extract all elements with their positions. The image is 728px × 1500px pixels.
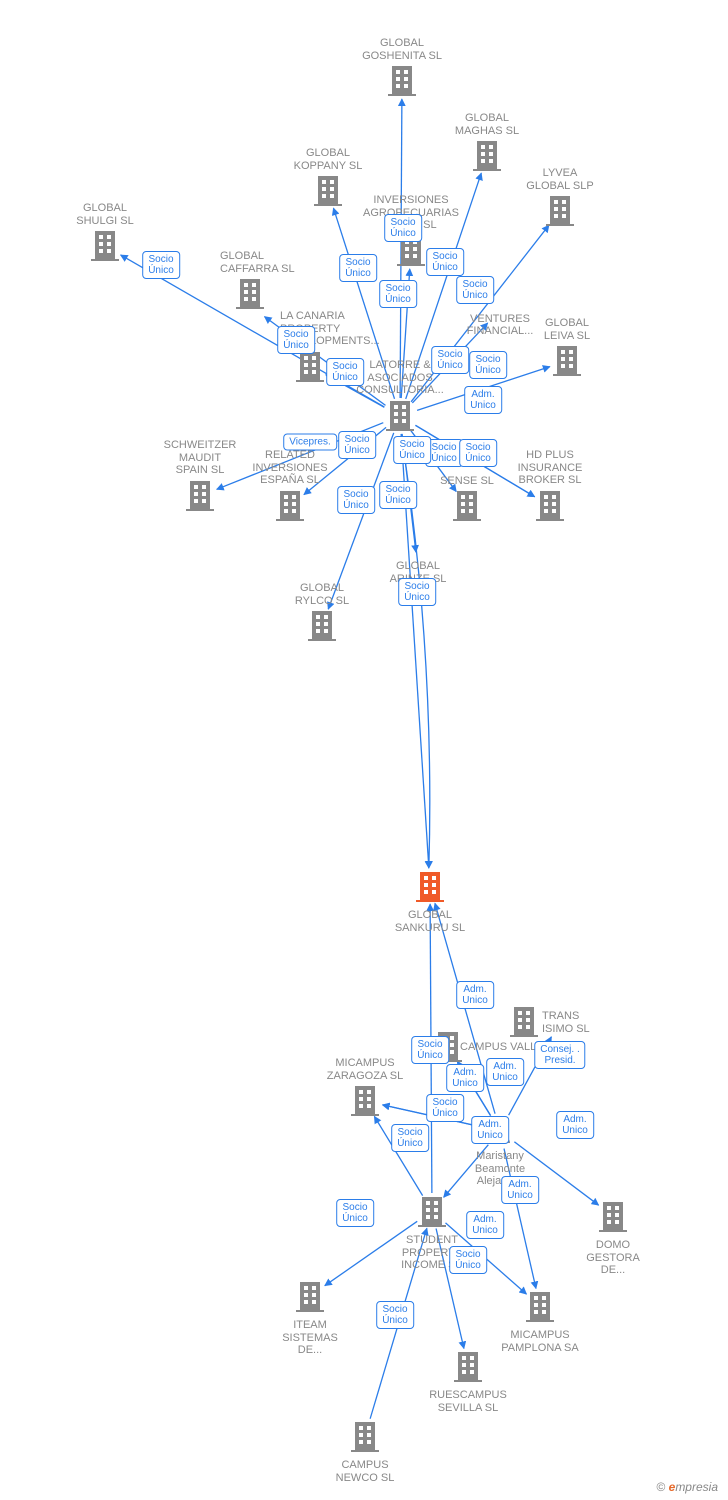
copyright-symbol: © xyxy=(656,1480,665,1494)
edge-label: Adm. Unico xyxy=(486,1058,524,1086)
edge-label: Socio Único xyxy=(426,1094,464,1122)
node-zaragoza[interactable]: MICAMPUS ZARAGOZA SL xyxy=(305,1057,425,1121)
node-label: GLOBAL RYLCO SL xyxy=(262,582,382,607)
edge-label: Socio Único xyxy=(469,351,507,379)
edge-label: Socio Único xyxy=(142,251,180,279)
edge-label: Socio Único xyxy=(339,254,377,282)
building-icon xyxy=(351,1084,379,1121)
brand-rest: mpresia xyxy=(675,1480,718,1494)
edge-label: Adm. Unico xyxy=(466,1211,504,1239)
node-label: HD PLUS INSURANCE BROKER SL xyxy=(490,449,610,487)
edge-label: Vicepres. xyxy=(283,434,337,451)
building-icon xyxy=(386,399,414,436)
edge-label: Adm. Unico xyxy=(501,1176,539,1204)
node-label: GLOBAL SANKURU SL xyxy=(370,909,490,934)
node-label: GLOBAL GOSHENITA SL xyxy=(342,37,462,62)
edge-label: Socio Único xyxy=(459,439,497,467)
edge-label: Socio Único xyxy=(336,1199,374,1227)
building-icon xyxy=(314,174,342,211)
node-rylco[interactable]: GLOBAL RYLCO SL xyxy=(262,582,382,646)
edge-label: Socio Único xyxy=(398,578,436,606)
building-icon xyxy=(276,489,304,526)
edge-label: Socio Único xyxy=(431,346,469,374)
edge-label: Adm. Unico xyxy=(464,386,502,414)
node-label: RUESCAMPUS SEVILLA SL xyxy=(408,1389,528,1414)
node-label: GLOBAL LEIVA SL xyxy=(507,317,627,342)
edge-label: Adm. Unico xyxy=(456,981,494,1009)
edge-label: Adm. Unico xyxy=(471,1116,509,1144)
building-icon xyxy=(553,344,581,381)
node-caffarra[interactable]: GLOBAL CAFFARRA SL xyxy=(190,250,310,314)
edge-label: Socio Único xyxy=(425,439,463,467)
building-icon xyxy=(186,479,214,516)
building-icon xyxy=(453,489,481,526)
node-pamplona[interactable]: MICAMPUS PAMPLONA SA xyxy=(480,1290,600,1354)
node-label: LYVEA GLOBAL SLP xyxy=(500,167,620,192)
node-label: ITEAM SISTEMAS DE... xyxy=(250,1319,370,1357)
node-label: TRANS ISIMO SL xyxy=(542,1010,590,1035)
node-label: GLOBAL KOPPANY SL xyxy=(268,147,388,172)
node-label: Maristany Beamonte Alejandro xyxy=(440,1150,560,1188)
edge-label: Adm. Unico xyxy=(446,1064,484,1092)
building-icon xyxy=(526,1290,554,1327)
edge-label: Socio Único xyxy=(326,358,364,386)
edge-label: Socio Único xyxy=(426,248,464,276)
building-icon xyxy=(418,1195,446,1232)
building-icon xyxy=(236,277,264,314)
building-icon xyxy=(296,1280,324,1317)
node-lyvea[interactable]: LYVEA GLOBAL SLP xyxy=(500,167,620,231)
edge-label: Socio Único xyxy=(338,431,376,459)
edge-label: Socio Único xyxy=(277,326,315,354)
edge-label: Socio Único xyxy=(449,1246,487,1274)
node-label: CAMPUS NEWCO SL xyxy=(305,1459,425,1484)
building-icon xyxy=(388,64,416,101)
building-icon xyxy=(599,1200,627,1237)
node-leiva[interactable]: GLOBAL LEIVA SL xyxy=(507,317,627,381)
node-newco[interactable]: CAMPUS NEWCO SL xyxy=(305,1420,425,1484)
node-label: MICAMPUS ZARAGOZA SL xyxy=(305,1057,425,1082)
node-label: RELATED INVERSIONES ESPAÑA SL xyxy=(230,449,350,487)
edge-label: Adm. Unico xyxy=(556,1111,594,1139)
node-ruescampus[interactable]: RUESCAMPUS SEVILLA SL xyxy=(408,1350,528,1414)
edge-label: Socio Único xyxy=(393,436,431,464)
node-domo[interactable]: DOMO GESTORA DE... xyxy=(553,1200,673,1277)
building-icon xyxy=(296,350,324,387)
edge-label: Socio Único xyxy=(376,1301,414,1329)
edge-label: Socio Único xyxy=(411,1036,449,1064)
node-label: GLOBAL CAFFARRA SL xyxy=(220,250,310,275)
node-label: GLOBAL MAGHAS SL xyxy=(427,112,547,137)
node-hdplus[interactable]: HD PLUS INSURANCE BROKER SL xyxy=(490,449,610,526)
edge-label: Socio Único xyxy=(456,276,494,304)
node-label: DOMO GESTORA DE... xyxy=(553,1239,673,1277)
building-icon xyxy=(91,229,119,266)
edge-label: Socio Único xyxy=(391,1124,429,1152)
building-icon xyxy=(536,489,564,526)
edge-label: Socio Único xyxy=(379,481,417,509)
edge-label: Socio Único xyxy=(337,486,375,514)
building-icon xyxy=(473,139,501,176)
node-sankuru[interactable]: GLOBAL SANKURU SL xyxy=(370,870,490,934)
node-label: GLOBAL SHULGI SL xyxy=(45,202,165,227)
node-goshenita[interactable]: GLOBAL GOSHENITA SL xyxy=(342,37,462,101)
building-icon xyxy=(546,194,574,231)
building-icon xyxy=(510,1005,538,1042)
node-trans[interactable]: TRANS ISIMO SL xyxy=(510,1005,670,1042)
edge-label: Socio Único xyxy=(379,280,417,308)
node-related[interactable]: RELATED INVERSIONES ESPAÑA SL xyxy=(230,449,350,526)
edge-label: Consej. . Presid. xyxy=(534,1041,585,1069)
building-icon xyxy=(454,1350,482,1387)
network-canvas: GLOBAL GOSHENITA SL GLOBAL MAGHAS SL GLO… xyxy=(0,0,728,1500)
edge-label: Socio Único xyxy=(384,214,422,242)
node-iteam[interactable]: ITEAM SISTEMAS DE... xyxy=(250,1280,370,1357)
building-icon xyxy=(416,870,444,907)
footer-credit: © empresia xyxy=(656,1480,718,1494)
building-icon xyxy=(308,609,336,646)
building-icon xyxy=(351,1420,379,1457)
